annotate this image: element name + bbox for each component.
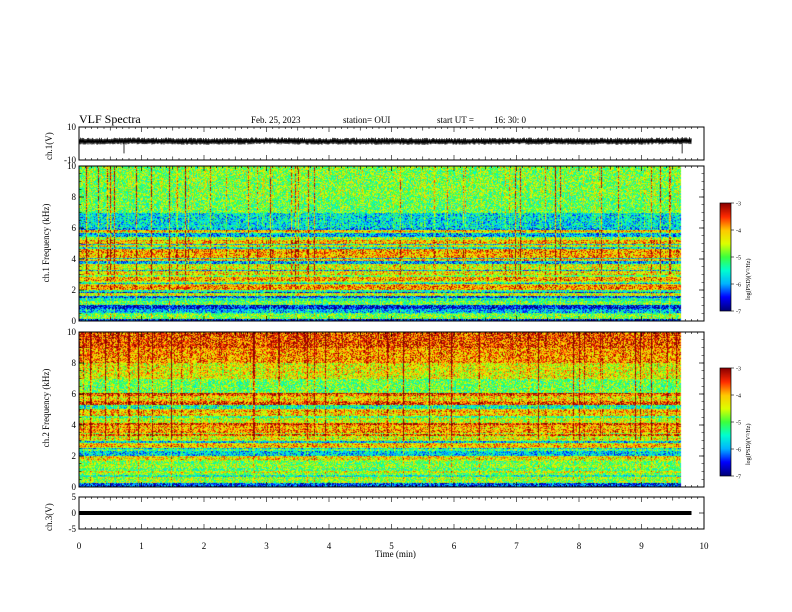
- colorbar-tick-label: -7: [736, 475, 741, 481]
- ch2-freq-ylabel: ch.2 Frequency (kHz): [41, 328, 51, 488]
- colorbar-frame: [719, 367, 732, 477]
- y-tick-label: 4: [72, 420, 77, 430]
- colorbar-tick-label: -3: [736, 367, 741, 373]
- y-tick-label: 5: [72, 492, 77, 502]
- colorbar-tick-label: -7: [736, 310, 741, 316]
- colorbar-tick-label: -4: [736, 394, 741, 400]
- ch2-freq-ylabel-text: ch.2 Frequency (kHz): [41, 368, 51, 448]
- y-tick-label: 6: [72, 223, 77, 233]
- y-tick-label: 10: [67, 327, 77, 337]
- x-tick-label: 7: [514, 541, 519, 551]
- ch1-colorbar: [720, 203, 731, 311]
- y-tick-label: 0: [72, 482, 77, 492]
- y-tick-label: 0: [72, 316, 77, 326]
- y-tick-label: 10: [67, 122, 77, 132]
- station-label: station= OUI: [343, 115, 391, 125]
- x-tick-label: 0: [77, 541, 82, 551]
- panel-frame-3: [78, 331, 705, 488]
- y-tick-label: 4: [72, 254, 77, 264]
- colorbar-tick-label: -5: [736, 256, 741, 262]
- ch2-colorbar: [720, 368, 731, 476]
- x-tick-label: 4: [327, 541, 332, 551]
- x-tick-label: 5: [389, 541, 394, 551]
- x-tick-label: 3: [264, 541, 269, 551]
- ch1-colorbar-label: log(PSD)(V²/Hz): [746, 258, 752, 300]
- x-tick-label: 9: [639, 541, 644, 551]
- ch2-spectrogram: [79, 332, 693, 487]
- ch2-colorbar-label: log(PSD)(V²/Hz): [746, 423, 752, 465]
- chart-title: VLF Spectra: [79, 112, 141, 126]
- colorbar-tick-label: -6: [736, 283, 741, 289]
- y-tick-label: 8: [72, 192, 77, 202]
- x-tick-label: 2: [202, 541, 207, 551]
- ch1-trace: [78, 137, 692, 146]
- y-tick-label: 2: [72, 285, 77, 295]
- start-label: start UT =: [437, 115, 474, 125]
- y-tick-label: 0: [72, 508, 77, 518]
- y-tick-label: -5: [69, 524, 77, 534]
- colorbar-frame: [719, 202, 732, 312]
- y-tick-label: 10: [67, 161, 77, 171]
- x-tick-label: 8: [577, 541, 582, 551]
- ch1-volt-ylabel: ch.1(V): [44, 132, 54, 160]
- colorbar-tick-label: -6: [736, 448, 741, 454]
- start-time-label: 16: 30: 0: [494, 115, 527, 125]
- colorbar-tick-label: -3: [736, 202, 741, 208]
- colorbar-tick-label: -4: [736, 229, 741, 235]
- x-tick-label: 1: [139, 541, 144, 551]
- y-tick-label: 2: [72, 451, 77, 461]
- x-tick-label: 10: [700, 541, 710, 551]
- y-tick-label: 8: [72, 358, 77, 368]
- panel-frame-2: [78, 165, 705, 322]
- ch1-freq-ylabel-text: ch.1 Frequency (kHz): [41, 203, 51, 283]
- ch3-volt-ylabel: ch.3(V): [44, 503, 54, 531]
- colorbar-tick-label: -5: [736, 421, 741, 427]
- x-tick-label: 6: [452, 541, 457, 551]
- ch1-freq-ylabel: ch.1 Frequency (kHz): [41, 163, 51, 323]
- ch1-spectrogram: [79, 166, 693, 321]
- date-label: Feb. 25, 2023: [251, 115, 301, 125]
- y-tick-label: -10: [64, 155, 76, 165]
- y-tick-label: 6: [72, 389, 77, 399]
- x-axis-label: Time (min): [375, 549, 416, 559]
